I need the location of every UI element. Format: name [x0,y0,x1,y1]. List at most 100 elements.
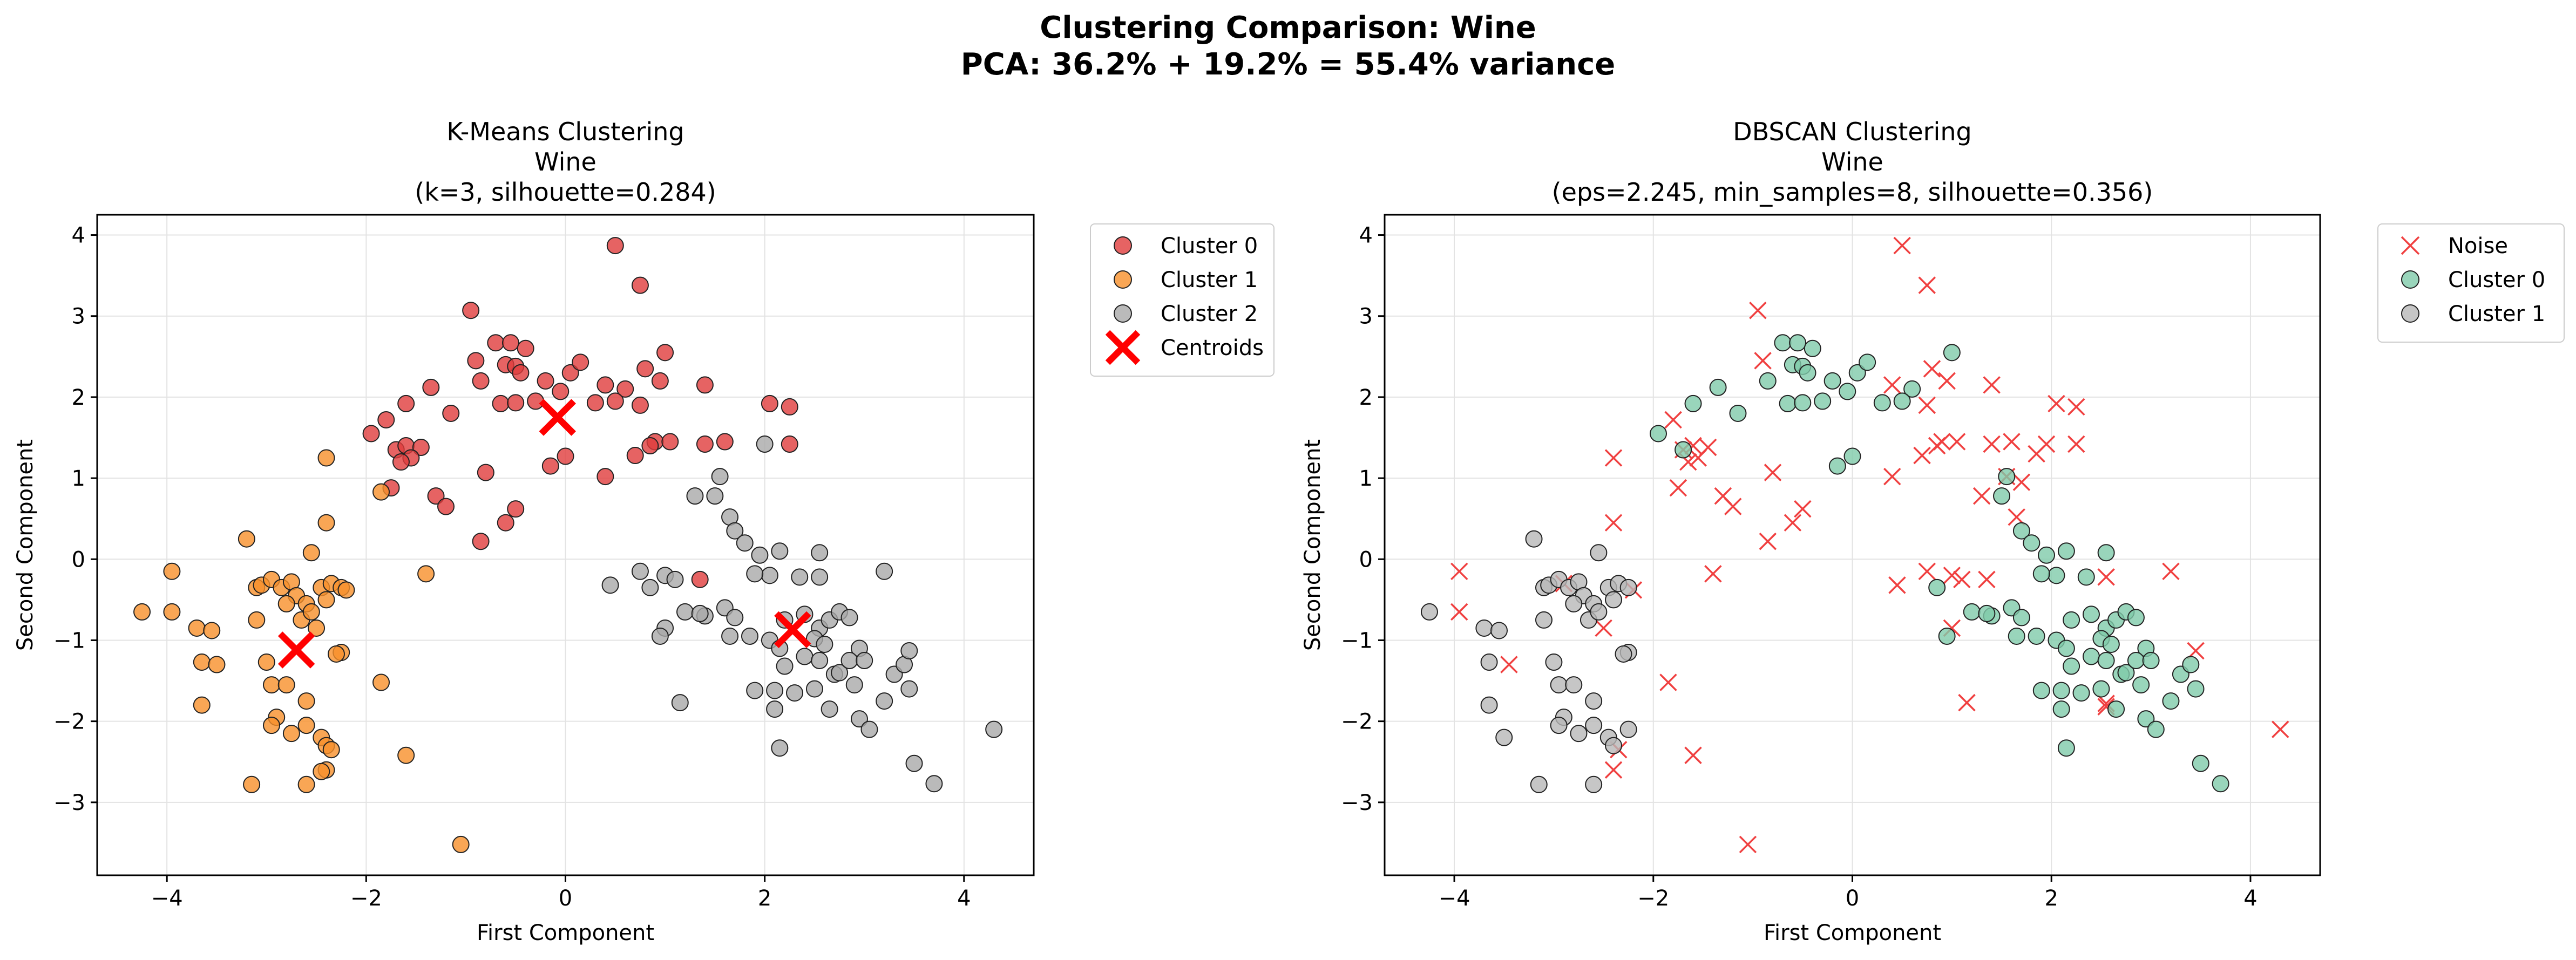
data-point [243,775,261,793]
data-point [1615,645,1632,663]
data-point [2097,652,2115,670]
x-tick-label: 4 [957,886,971,911]
noise-point [1794,500,1812,518]
data-point [2117,664,2135,682]
noise-point [1972,487,1991,505]
legend-label: Cluster 0 [2448,268,2545,292]
data-point [327,645,345,663]
data-point [1823,372,1841,390]
y-tick-label: −1 [53,628,85,653]
x-tick-label: 0 [559,886,572,911]
data-point [2147,720,2165,738]
data-point [397,394,415,412]
y-tick-label: 4 [72,223,85,248]
noise-point [1943,567,1961,584]
data-point [1475,619,1493,637]
data-point [302,544,320,562]
data-point [791,568,809,586]
y-tick-label: −3 [53,791,85,815]
data-point [317,514,335,532]
data-point [641,437,659,455]
data-point [766,700,784,718]
data-point [422,378,440,396]
data-point [691,604,709,622]
noise-point [1604,514,1623,532]
data-point [2052,700,2070,718]
data-point [302,603,320,621]
data-point [193,653,211,671]
noise-point [1684,746,1702,764]
data-point [1804,339,1821,357]
data-point [741,627,758,645]
data-point [557,447,574,465]
data-point [337,581,355,599]
noise-point [1664,411,1682,429]
data-point [586,394,604,412]
data-point [1605,591,1623,609]
data-point [840,609,858,627]
data-point [1799,364,1816,382]
x-tick-label: −2 [1637,886,1669,911]
data-point [761,394,778,412]
data-point [313,762,330,780]
noise-point [1928,437,1946,455]
legend-marker [1114,304,1132,323]
noise-point [1883,376,1901,394]
data-point [397,746,415,764]
data-point [263,676,281,694]
data-point [1963,603,1981,621]
data-point [372,673,390,691]
data-point [805,680,823,698]
y-tick-label: 1 [1359,466,1373,491]
data-point [452,835,470,853]
noise-point [1689,449,1707,467]
data-point [2063,611,2080,629]
legend: Noise Cluster 0 Cluster 1 [2377,223,2565,343]
x-tick-label: −2 [350,886,382,911]
data-point [2023,534,2041,552]
data-point [2187,680,2205,698]
data-point [716,433,734,451]
data-point [2052,682,2070,699]
noise-point [2037,435,2056,453]
noise-point [1883,467,1901,486]
legend-marker [2401,236,2420,255]
data-point [816,635,833,653]
noise-point [2067,435,2085,453]
noise-point [1983,376,2001,394]
series-cluster-1 [133,449,470,853]
data-point [437,498,455,515]
data-point [417,565,435,583]
data-point [711,468,729,486]
data-point [840,652,858,670]
y-tick-label: −1 [1341,628,1373,653]
y-tick-label: 4 [1359,223,1373,248]
data-point [1480,696,1498,714]
data-point [1684,394,1702,412]
data-point [606,392,624,410]
data-point [1943,344,1961,362]
data-point [2182,656,2200,673]
data-point [2212,775,2229,793]
data-point [900,642,918,659]
data-point [322,741,340,759]
data-point [631,276,649,294]
data-point [1978,604,1996,622]
noise-point [2012,473,2031,491]
data-point [317,449,335,467]
data-point [2032,565,2050,583]
data-point [845,676,863,694]
data-point [1893,392,1911,410]
data-point [2137,710,2155,728]
data-point [2127,609,2145,627]
data-point [297,775,315,793]
noise-point [1918,562,1936,581]
data-point [2082,605,2100,623]
data-point [2107,700,2125,718]
legend-marker [1114,270,1132,289]
data-point [925,775,943,793]
suptitle-line2: PCA: 36.2% + 19.2% = 55.4% variance [961,47,1616,82]
data-point [1848,364,1866,382]
data-point [676,603,694,621]
data-point [856,652,873,670]
